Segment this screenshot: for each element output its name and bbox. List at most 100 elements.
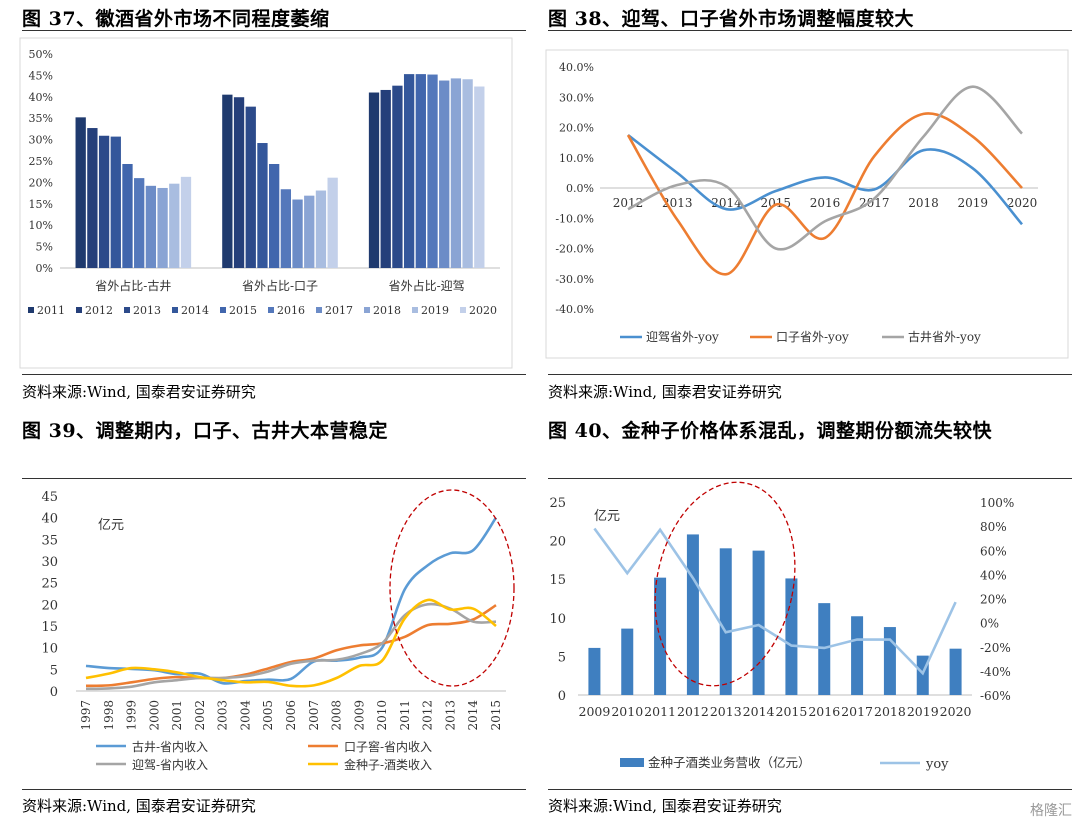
chart-frame — [545, 49, 1069, 359]
x-tick-label: 2004 — [238, 700, 252, 731]
y-tick-label: 35 — [41, 533, 58, 548]
y-tick-label: 15% — [29, 198, 53, 211]
line-迎驾省外-yoy — [627, 134, 1023, 226]
line-口子省外-yoy — [626, 112, 1023, 276]
y-tick-label: 25% — [29, 155, 53, 168]
legend-swatch-2015 — [220, 307, 226, 313]
bar-2013-1 — [245, 106, 256, 268]
source-rule — [548, 789, 1072, 790]
legend-swatch-2018 — [364, 307, 370, 313]
legend-label: 2017 — [325, 304, 353, 317]
y-tick-label: 0 — [50, 685, 58, 700]
line-口子窖-省内收入 — [85, 604, 497, 688]
y2-tick-label: 60% — [980, 544, 1007, 558]
bar-2014-1 — [257, 143, 268, 268]
x-tick-label: 2009 — [579, 704, 611, 719]
x-tick-label: 1998 — [102, 700, 116, 731]
chart-37: 0% 5% 10% 15% 20% 25% 30% 35% 40% 45% 50% 省外占比-古井 省外… — [19, 37, 513, 369]
y-tick-label: 40 — [41, 512, 58, 527]
x-tick-label: 1997 — [79, 700, 93, 731]
x-tick-label: 2009 — [352, 700, 366, 731]
x-tick-label: 2020 — [1007, 196, 1038, 210]
line-迎驾-省内收入 — [85, 602, 497, 691]
legend-label: 金种子酒类业务营收（亿元） — [648, 755, 811, 770]
y2-tick-label: 100% — [980, 496, 1014, 510]
y-tick-label: 5% — [36, 241, 53, 254]
figure-39-panel: 图 39、调整期内，口子、古井大本营稳定 0 5 10 15 20 25 30 35 40 45 亿… — [0, 412, 540, 824]
bar-2010 — [621, 628, 634, 695]
bar-2011-0 — [75, 117, 86, 269]
chart-frame — [19, 37, 513, 369]
x-category-label: 省外占比-口子 — [242, 278, 318, 293]
y-tick-label: -10.0% — [555, 212, 594, 225]
legend-swatch-2013 — [124, 307, 130, 313]
x-tick-label: 2010 — [611, 704, 643, 719]
bar-2018 — [883, 627, 896, 695]
bar-2012 — [686, 534, 699, 695]
bar-2013-2 — [392, 85, 403, 268]
source-note: 资料来源:Wind, 国泰君安证券研究 — [548, 797, 782, 815]
y2-tick-label: 0% — [980, 617, 999, 631]
bar-2019-1 — [315, 190, 327, 268]
x-category-label: 省外占比-古井 — [95, 278, 171, 293]
legend-label: 2012 — [85, 304, 113, 317]
y-tick-label: 30.0% — [559, 91, 594, 104]
title-rule — [548, 478, 1072, 479]
x-tick-label: 2012 — [421, 700, 435, 731]
title-rule — [22, 30, 526, 31]
x-tick-label: 2006 — [284, 700, 298, 731]
y-tick-label: 0 — [558, 689, 566, 704]
y2-tick-label: -40% — [980, 665, 1011, 679]
figure-38-panel: 图 38、迎驾、口子省外市场调整幅度较大 40.0% 30.0% 20.0% 10.0… — [540, 0, 1080, 412]
y-tick-label: 5 — [558, 650, 566, 665]
legend-label: yoy — [925, 757, 949, 772]
bar-2012-2 — [380, 89, 391, 268]
y-tick-label: 45 — [41, 490, 58, 505]
x-tick-label: 2018 — [908, 196, 939, 210]
legend-label: 2020 — [469, 304, 497, 317]
legend-label: 2019 — [421, 304, 449, 317]
bar-2018-1 — [304, 195, 315, 268]
bar-2020-1 — [327, 177, 338, 268]
x-tick-label: 2011 — [644, 704, 676, 719]
highlight-ellipse — [389, 489, 515, 687]
watermark-logo: 格隆汇 — [1030, 803, 1072, 819]
y-tick-label: 30 — [41, 555, 58, 570]
bar-2015-1 — [269, 163, 280, 268]
y-tick-label: 20% — [29, 176, 53, 189]
x-tick-label: 2002 — [193, 700, 207, 731]
y-tick-label: 40% — [29, 91, 53, 104]
bar-2011-1 — [222, 94, 233, 268]
bar-2011-2 — [368, 92, 380, 268]
legend-label: 古井-省内收入 — [132, 739, 208, 754]
x-tick-label: 2013 — [710, 704, 742, 719]
source-note: 资料来源:Wind, 国泰君安证券研究 — [22, 797, 256, 815]
figure-title: 图 40、金种子价格体系混乱，调整期份额流失较快 — [548, 420, 993, 442]
y-tick-label: 25 — [549, 496, 566, 511]
legend-label: 迎驾-省内收入 — [132, 758, 208, 772]
y-tick-label: 25 — [41, 577, 58, 592]
bar-2020 — [949, 648, 962, 695]
legend-label: 2014 — [181, 304, 209, 317]
x-tick-label: 2011 — [398, 700, 412, 731]
legend-label: 古井省外-yoy — [908, 329, 981, 344]
y2-tick-label: 80% — [980, 520, 1007, 534]
title-rule — [548, 30, 1072, 31]
source-rule — [22, 374, 526, 375]
bar-2012-1 — [233, 97, 245, 268]
bar-2015 — [785, 578, 798, 695]
x-tick-label: 2003 — [216, 700, 230, 731]
x-tick-label: 1999 — [125, 700, 139, 731]
figure-title: 图 39、调整期内，口子、古井大本营稳定 — [22, 420, 389, 442]
legend-swatch-2019 — [412, 307, 418, 313]
bar-2016-1 — [280, 189, 291, 268]
legend-swatch-2011 — [28, 307, 34, 313]
bar-2018-0 — [157, 187, 168, 268]
y-tick-label: 10 — [549, 612, 566, 627]
y-tick-label: -30.0% — [555, 273, 594, 286]
x-tick-label: 2008 — [330, 700, 344, 731]
legend-label: 金种子-酒类收入 — [344, 757, 432, 772]
title-rule — [22, 478, 526, 479]
y-tick-label: 10% — [29, 219, 53, 232]
bar-2014-0 — [110, 136, 121, 268]
